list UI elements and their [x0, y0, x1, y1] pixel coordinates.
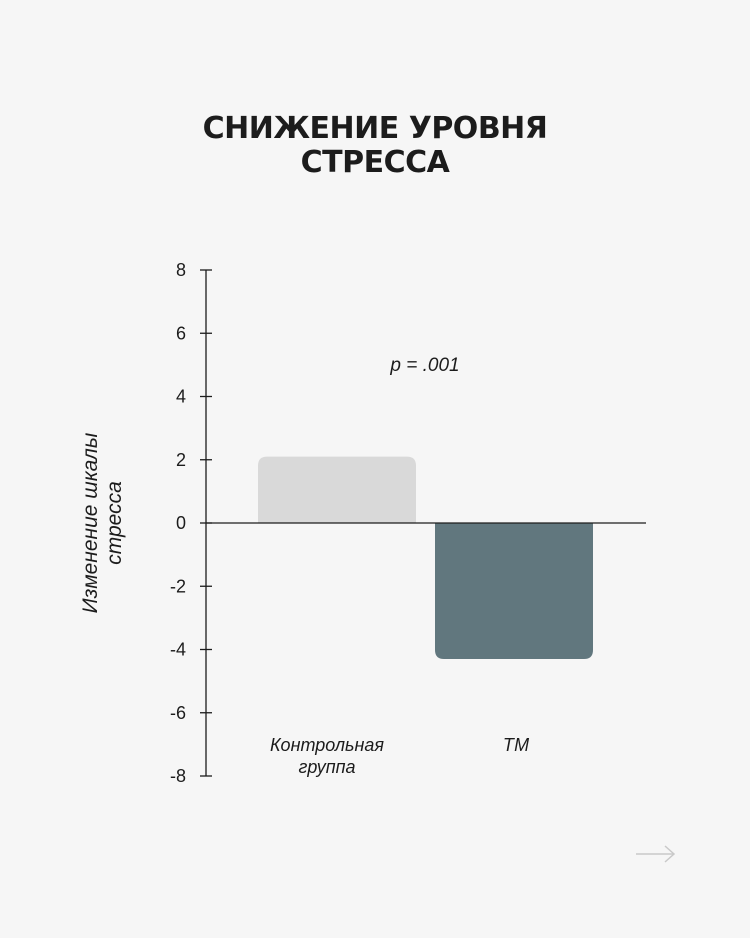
page-title-line-2: СТРЕССА [300, 145, 450, 180]
y-axis-label: Изменение шкалыстресса [79, 432, 126, 613]
bar-control-group [258, 456, 416, 523]
page-title: СНИЖЕНИЕ УРОВНЯ СТРЕССА [0, 112, 750, 180]
y-tick-label: 2 [176, 450, 186, 470]
bar-tm [435, 523, 593, 659]
category-label: ТМ [503, 735, 529, 755]
y-tick-label: -8 [170, 766, 186, 786]
y-tick-label: 6 [176, 323, 186, 343]
category-label: Контрольная группа [270, 735, 384, 777]
right-arrow-icon[interactable] [634, 842, 678, 866]
y-tick-label: 4 [176, 387, 186, 407]
y-tick-label: -2 [170, 576, 186, 596]
p-value-annotation: p = .001 [389, 355, 459, 376]
page-title-line-1: СНИЖЕНИЕ УРОВНЯ [202, 111, 548, 146]
y-tick-label: 8 [176, 260, 186, 280]
y-tick-label: -6 [170, 703, 186, 723]
y-tick-label: 0 [176, 513, 186, 533]
y-tick-label: -4 [170, 640, 186, 660]
